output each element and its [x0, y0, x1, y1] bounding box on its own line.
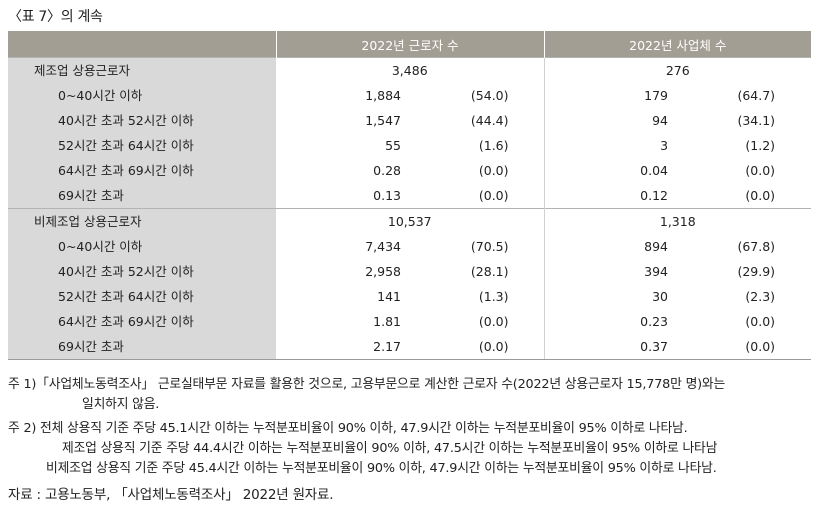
group-firms-total: 276	[544, 57, 812, 83]
table-row: 52시간 초과 64시간 이하 141 (1.3) 30 (2.3)	[8, 284, 811, 309]
group-workers-total: 10,537	[276, 208, 545, 234]
table-row: 0~40시간 이하 1,884 (54.0) 179 (64.7)	[8, 83, 811, 108]
note-2-line-1: 주 2) 전체 상용직 기준 주당 45.1시간 이하는 누적분포비율이 90%…	[8, 421, 688, 436]
firms-value: 0.37	[544, 334, 679, 360]
firms-value: 30	[652, 289, 669, 304]
workers-value: 1,547	[365, 113, 401, 128]
workers-percent: (0.0)	[411, 158, 545, 183]
firms-value: 94	[652, 113, 669, 128]
workers-value: 55	[385, 138, 401, 153]
row-label: 69시간 초과	[8, 183, 276, 209]
data-table: 2022년 근로자 수 2022년 사업체 수 제조업 상용근로자 3,486 …	[8, 31, 812, 360]
row-label: 40시간 초과 52시간 이하	[8, 259, 276, 284]
workers-percent: (0.0)	[411, 309, 545, 334]
table-row: 40시간 초과 52시간 이하 2,958 (28.1) 394 (29.9)	[8, 259, 811, 284]
workers-percent: (1.6)	[411, 133, 545, 158]
note-2-line-3: 비제조업 상용직 기준 주당 45.4시간 이하는 누적분포비율이 90% 이하…	[46, 461, 717, 476]
workers-value: 0.13	[373, 188, 401, 203]
table-row: 64시간 초과 69시간 이하 0.28 (0.0) 0.04 (0.0)	[8, 158, 811, 183]
firms-value: 394	[644, 264, 669, 279]
firms-percent: (67.8)	[737, 239, 776, 254]
header-firms: 2022년 사업체 수	[544, 31, 812, 58]
note-1-line-1: 주 1)「사업체노동력조사」 근로실태부문 자료를 활용한 것으로, 고용부문으…	[8, 377, 726, 392]
workers-value: 0.28	[373, 163, 401, 178]
row-label: 64시간 초과 69시간 이하	[8, 158, 276, 183]
workers-percent: (70.5)	[411, 234, 545, 259]
table-row: 52시간 초과 64시간 이하 55 (1.6) 3 (1.2)	[8, 133, 811, 158]
row-label: 64시간 초과 69시간 이하	[8, 309, 276, 334]
firms-value: 179	[644, 88, 669, 103]
workers-value: 2,958	[365, 264, 401, 279]
firms-value: 0.23	[640, 314, 669, 329]
group-label: 비제조업 상용근로자	[8, 208, 276, 234]
table-row: 69시간 초과 2.17 (0.0) 0.37 (0.0)	[8, 334, 812, 360]
header-workers: 2022년 근로자 수	[276, 31, 545, 58]
firms-percent: (1.2)	[745, 138, 776, 153]
workers-value: 1.81	[373, 314, 401, 329]
workers-value: 2.17	[276, 334, 411, 360]
group-label: 제조업 상용근로자	[8, 57, 276, 83]
header-row: 2022년 근로자 수 2022년 사업체 수	[8, 31, 812, 58]
row-label: 52시간 초과 64시간 이하	[8, 133, 276, 158]
row-label: 69시간 초과	[8, 334, 276, 360]
workers-percent: (44.4)	[411, 108, 545, 133]
table-row: 0~40시간 이하 7,434 (70.5) 894 (67.8)	[8, 234, 811, 259]
table-row: 69시간 초과 0.13 (0.0) 0.12 (0.0)	[8, 183, 811, 209]
firms-value: 3	[660, 138, 669, 153]
workers-percent: (1.3)	[411, 284, 545, 309]
row-label: 0~40시간 이하	[8, 234, 276, 259]
group-firms-total: 1,318	[544, 208, 812, 234]
row-label: 0~40시간 이하	[8, 83, 276, 108]
group-row-manufacturing: 제조업 상용근로자 3,486 276	[8, 57, 812, 83]
group-workers-total: 3,486	[276, 57, 545, 83]
header-blank-cell	[8, 31, 277, 58]
firms-percent: (34.1)	[737, 113, 776, 128]
firms-value: 894	[644, 239, 669, 254]
firms-percent: (2.3)	[745, 289, 776, 304]
workers-percent: (54.0)	[411, 83, 545, 108]
firms-percent: (0.0)	[745, 188, 776, 203]
workers-value: 1,884	[365, 88, 401, 103]
row-label: 40시간 초과 52시간 이하	[8, 108, 276, 133]
workers-value: 141	[377, 289, 401, 304]
note-1-line-2: 일치하지 않음.	[82, 397, 160, 412]
workers-percent: (28.1)	[411, 259, 545, 284]
firms-percent: (64.7)	[737, 88, 776, 103]
row-label: 52시간 초과 64시간 이하	[8, 284, 276, 309]
firms-percent: (29.9)	[737, 264, 776, 279]
table-title: 〈표 7〉의 계속	[8, 9, 103, 25]
group-row-non-manufacturing: 비제조업 상용근로자 10,537 1,318	[8, 208, 812, 234]
source-note: 자료 : 고용노동부, 「사업체노동력조사」 2022년 원자료.	[8, 487, 334, 503]
workers-percent: (0.0)	[411, 183, 545, 209]
firms-percent: (0.0)	[745, 163, 776, 178]
firms-percent: (0.0)	[678, 334, 812, 360]
firms-percent: (0.0)	[745, 314, 776, 329]
note-2-line-2: 제조업 상용직 기준 주당 44.4시간 이하는 누적분포비율이 90% 이하,…	[62, 441, 718, 456]
workers-percent: (0.0)	[411, 334, 545, 360]
workers-value: 7,434	[365, 239, 401, 254]
footnotes: 주 1)「사업체노동력조사」 근로실태부문 자료를 활용한 것으로, 고용부문으…	[8, 375, 814, 505]
table-row: 64시간 초과 69시간 이하 1.81 (0.0) 0.23 (0.0)	[8, 309, 811, 334]
firms-value: 0.12	[640, 188, 669, 203]
table-row: 40시간 초과 52시간 이하 1,547 (44.4) 94 (34.1)	[8, 108, 811, 133]
firms-value: 0.04	[640, 163, 669, 178]
